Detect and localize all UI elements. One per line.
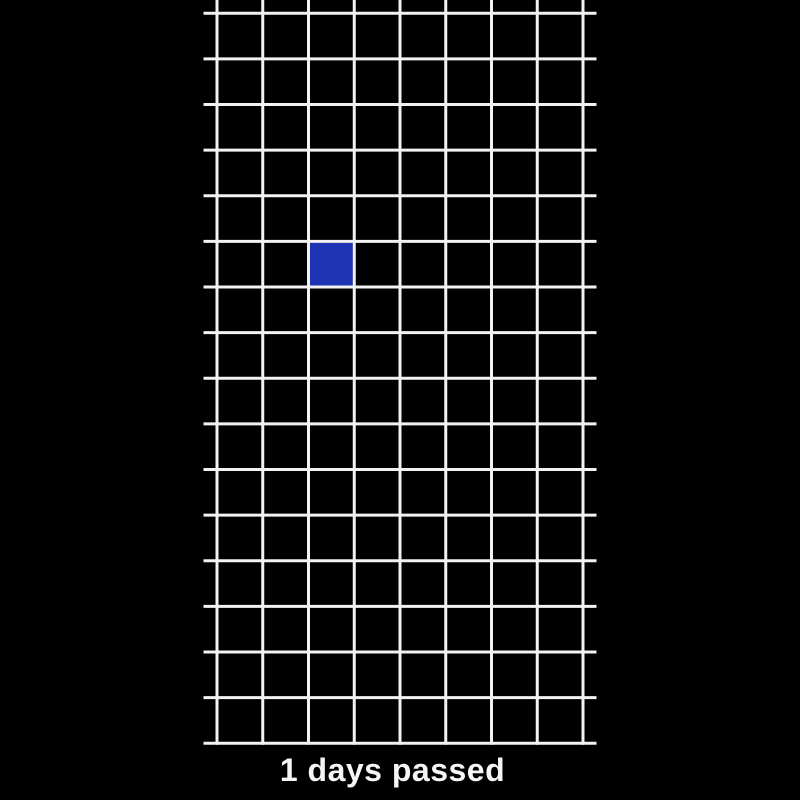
occupied-cell — [310, 242, 353, 286]
days-passed-label: 1 days passed — [279, 752, 506, 788]
